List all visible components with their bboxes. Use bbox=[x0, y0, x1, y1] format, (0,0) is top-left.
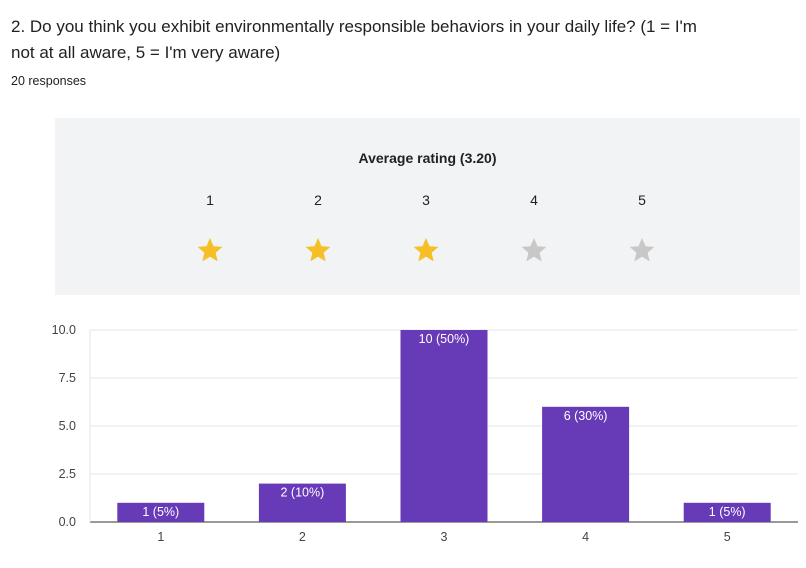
star-empty-icon bbox=[629, 238, 655, 262]
bar-4 bbox=[542, 406, 630, 522]
x-tick-label: 1 bbox=[157, 530, 164, 544]
star-number-label: 4 bbox=[530, 192, 538, 208]
average-rating-title: Average rating (3.20) bbox=[358, 150, 497, 166]
question-title: 2. Do you think you exhibit environmenta… bbox=[11, 17, 697, 62]
star-column-4: 4 bbox=[514, 192, 554, 264]
y-tick-label: 0.0 bbox=[59, 515, 76, 529]
y-tick-label: 2.5 bbox=[59, 467, 76, 481]
bar-2 bbox=[258, 483, 346, 522]
x-tick-label: 2 bbox=[299, 530, 306, 544]
x-tick-label: 5 bbox=[724, 530, 731, 544]
star-number-label: 1 bbox=[206, 192, 214, 208]
y-tick-label: 7.5 bbox=[59, 371, 76, 385]
star-column-2: 2 bbox=[298, 192, 338, 264]
star-filled-icon bbox=[197, 238, 223, 262]
bar-data-label: 2 (10%) bbox=[281, 486, 325, 500]
star-column-3: 3 bbox=[406, 192, 446, 264]
star-filled-icon bbox=[413, 238, 439, 262]
star-number-label: 5 bbox=[638, 192, 646, 208]
x-tick-label: 4 bbox=[582, 530, 589, 544]
y-tick-label: 10.0 bbox=[52, 323, 76, 337]
x-tick-label: 3 bbox=[441, 530, 448, 544]
y-tick-label: 5.0 bbox=[59, 419, 76, 433]
bar-data-label: 1 (5%) bbox=[142, 505, 179, 519]
star-empty-icon bbox=[521, 238, 547, 262]
responses-count: 20 responses bbox=[11, 74, 87, 88]
star-filled-icon bbox=[305, 238, 331, 262]
bar-data-label: 10 (50%) bbox=[419, 332, 470, 346]
star-number-label: 3 bbox=[422, 192, 430, 208]
bar-data-label: 1 (5%) bbox=[709, 505, 746, 519]
bar-1 bbox=[117, 502, 205, 522]
bar-data-label: 6 (30%) bbox=[564, 409, 608, 423]
average-rating-panel: Average rating (3.20) 1 2 3 4 5 bbox=[55, 118, 800, 295]
bar-3 bbox=[400, 330, 488, 522]
bar-5 bbox=[683, 502, 771, 522]
star-number-label: 2 bbox=[314, 192, 322, 208]
star-column-5: 5 bbox=[622, 192, 662, 264]
star-column-1: 1 bbox=[190, 192, 230, 264]
bar-chart: 0.0 2.5 5.0 7.5 10.0 1 (5%) 1 2 (10%) 2 10 (50%) 3… bbox=[52, 323, 798, 544]
